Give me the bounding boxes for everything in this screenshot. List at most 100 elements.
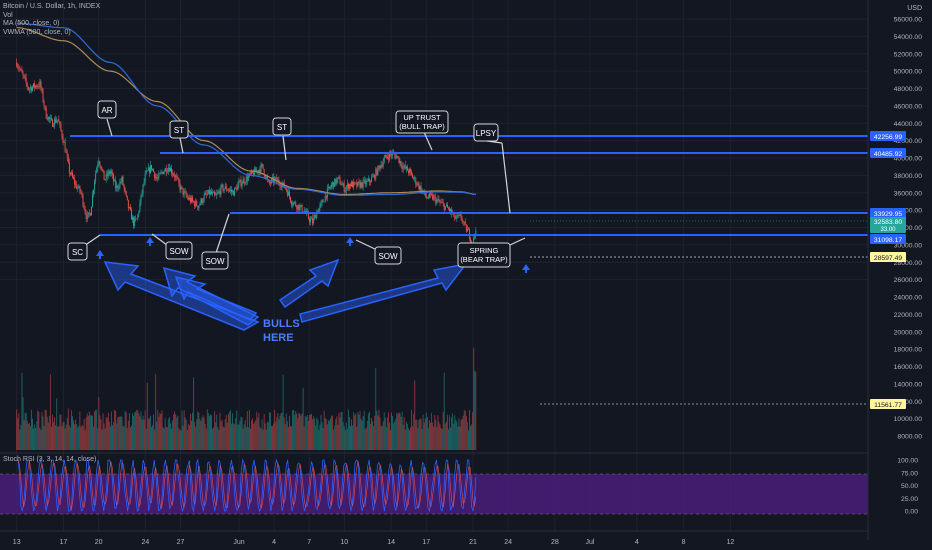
candle-body	[98, 161, 100, 165]
volume-bar	[327, 420, 329, 450]
volume-bar	[304, 415, 306, 450]
candle-body	[461, 218, 463, 222]
candle-body	[307, 212, 309, 219]
candle-body	[250, 173, 251, 175]
candle-body	[157, 177, 159, 179]
candle-body	[414, 177, 416, 179]
volume-bar	[355, 413, 357, 450]
volume-bar	[435, 420, 437, 450]
candle-body	[382, 162, 384, 167]
candle-body	[311, 218, 312, 220]
candle-body	[99, 161, 101, 166]
candle-body	[291, 201, 292, 205]
volume-bar	[18, 413, 20, 450]
volume-bar	[275, 421, 277, 450]
volume-bar	[26, 420, 28, 450]
volume-bar	[62, 422, 64, 450]
price-tick-label: 38000.00	[894, 173, 923, 180]
candle-body	[389, 152, 390, 160]
volume-bar	[461, 419, 463, 450]
volume-bar	[375, 368, 377, 450]
candle-body	[193, 200, 195, 202]
candle-body	[333, 182, 335, 188]
candle-body	[207, 189, 209, 194]
volume-bar	[313, 416, 315, 450]
annotation-st-2: ST	[272, 117, 292, 136]
candle-body	[378, 165, 380, 167]
volume-bar	[236, 410, 238, 450]
candle-body	[131, 209, 132, 220]
volume-bar	[176, 417, 178, 450]
volume-bar	[194, 421, 196, 450]
candle-body	[322, 200, 324, 202]
candle-body	[181, 186, 183, 189]
volume-bar	[336, 416, 338, 450]
volume-bar	[271, 426, 272, 450]
volume-bar	[248, 409, 250, 450]
candle-body	[200, 198, 202, 204]
price-tick-label: 22000.00	[894, 312, 923, 319]
price-tick-label: 44000.00	[894, 121, 923, 128]
volume-bar	[124, 411, 126, 450]
price-tick-label: 36000.00	[894, 190, 923, 197]
volume-bar	[371, 417, 373, 450]
svg-text:SOW: SOW	[378, 252, 398, 261]
candle-body	[301, 204, 303, 212]
candle-body	[435, 196, 437, 204]
candle-body	[360, 182, 362, 188]
candle-body	[276, 177, 278, 182]
candle-body	[54, 119, 56, 126]
volume-bar	[171, 428, 172, 450]
volume-bar	[450, 427, 451, 450]
volume-bar	[98, 396, 100, 450]
candle-body	[277, 179, 279, 182]
candle-body	[230, 189, 231, 191]
volume-bar	[412, 426, 414, 450]
volume-bar	[39, 427, 41, 450]
volume-bar	[370, 423, 371, 450]
volume-bar	[48, 415, 50, 450]
time-axis-ticks: 13 17 20 24 27 Jun 4 7 10 14 17 21 24 28 Jul 4 8 12	[13, 539, 735, 546]
candle-body	[323, 201, 325, 203]
candle-body	[63, 141, 65, 143]
volume-bar	[316, 417, 318, 450]
candle-body	[38, 86, 40, 88]
price-tick-label: 28000.00	[894, 260, 923, 267]
volume-bar	[383, 412, 385, 450]
price-tick-label: 48000.00	[894, 86, 923, 93]
volume-bar	[191, 420, 192, 450]
candle-body	[379, 166, 381, 169]
candle-body	[439, 201, 441, 203]
candle-body	[133, 217, 135, 226]
volume-bar	[385, 427, 387, 450]
candle-body	[83, 205, 85, 209]
candle-body	[350, 184, 351, 187]
candle-body	[213, 192, 215, 193]
volume-bars	[16, 348, 477, 450]
candle-body	[358, 181, 360, 183]
volume-bar	[392, 416, 394, 450]
candle-body	[265, 176, 267, 179]
candle-body	[176, 176, 178, 178]
candle-body	[147, 167, 149, 171]
volume-bar	[140, 411, 142, 450]
annotation-spring: SPRING (BEAR TRAP)	[457, 242, 511, 268]
volume-bar	[144, 410, 146, 450]
price-tick-label: 14000.00	[894, 381, 923, 388]
volume-bar	[454, 415, 456, 450]
candle-body	[243, 179, 245, 184]
candle-body	[168, 167, 170, 172]
candle-body	[341, 184, 343, 186]
candle-body	[237, 184, 239, 191]
time-tick-label: 24	[142, 539, 150, 546]
time-tick-label: 13	[13, 539, 21, 546]
volume-bar	[266, 421, 268, 450]
candle-body	[465, 224, 467, 232]
price-tick-label: 46000.00	[894, 103, 923, 110]
candle-body	[144, 173, 146, 182]
candle-body	[374, 175, 376, 179]
price-tick-label: 8000.00	[897, 434, 922, 441]
candle-body	[339, 177, 341, 185]
